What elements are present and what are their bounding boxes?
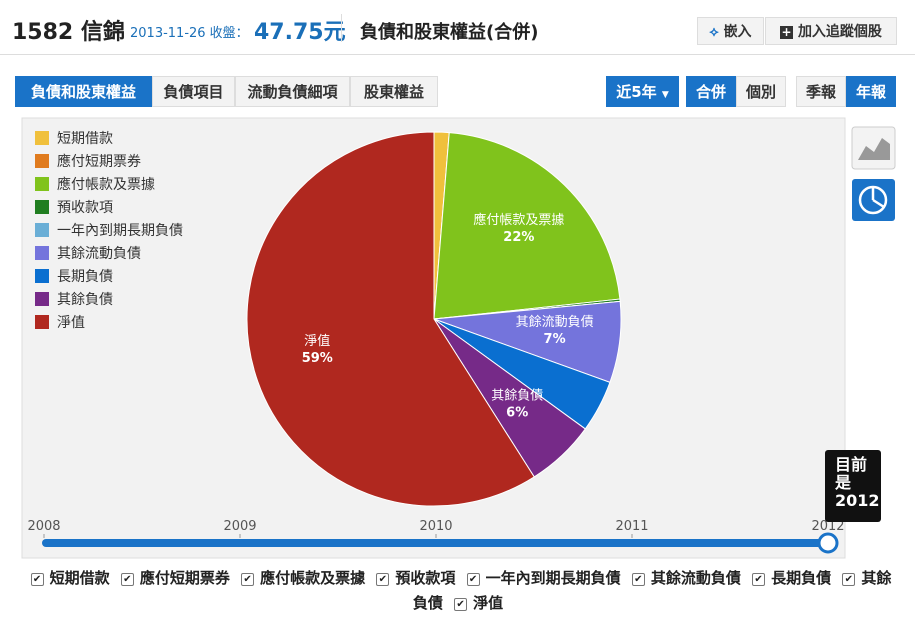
checkbox-label: 應付帳款及票據 — [260, 569, 366, 587]
slice-value: 7% — [544, 332, 566, 347]
checkbox-label: 其餘負債 — [412, 569, 892, 612]
close-date: 2013-11-26 收盤： — [130, 26, 249, 41]
tab[interactable]: 負債項目 — [152, 76, 235, 107]
checkbox-label: 淨值 — [473, 594, 504, 612]
slice-value: 22% — [503, 230, 534, 245]
slice-name: 應付帳款及票據 — [473, 212, 564, 228]
freq-button[interactable]: 年報 — [846, 76, 896, 107]
embed-label: 嵌入 — [723, 24, 752, 40]
slider-year: 2009 — [223, 519, 256, 534]
checkbox-label: 預收款項 — [395, 569, 456, 587]
slice-name: 其餘負債 — [491, 388, 543, 404]
legend-swatch — [35, 177, 49, 191]
checkbox[interactable]: ✔ — [120, 573, 134, 586]
slice-name: 淨值 — [304, 333, 330, 349]
legend-swatch — [35, 200, 49, 214]
legend-label: 淨值 — [57, 315, 85, 331]
legend-swatch — [35, 154, 49, 168]
checkbox[interactable]: ✔ — [631, 573, 645, 586]
legend-label: 長期負債 — [57, 269, 113, 285]
stock-name: 1582 信錦 — [12, 20, 125, 45]
checkbox[interactable]: ✔ — [752, 573, 766, 586]
checkbox[interactable]: ✔ — [241, 573, 255, 586]
tooltip-label: 目前是 — [835, 455, 868, 492]
pie-slice — [433, 132, 621, 320]
checkbox-label: 一年內到期長期負債 — [485, 569, 621, 587]
slice-name: 其餘流動負債 — [516, 314, 594, 330]
divider — [341, 14, 342, 42]
legend-label: 應付帳款及票據 — [57, 176, 155, 193]
track-button[interactable]: + 加入追蹤個股 — [765, 17, 897, 45]
checkbox-label: 應付短期票券 — [139, 569, 230, 587]
legend-label: 其餘負債 — [57, 291, 113, 308]
tooltip-year: 2012 — [835, 491, 880, 510]
period-dropdown[interactable]: 近5年 ▼ — [606, 76, 679, 107]
legend-label: 其餘流動負債 — [57, 245, 141, 262]
area-icon — [858, 138, 890, 160]
legend-label: 短期借款 — [57, 131, 113, 147]
legend-label: 預收款項 — [57, 200, 113, 216]
current-tooltip: 目前是 2012 — [825, 450, 881, 522]
pie-slice — [246, 131, 535, 507]
legend-swatch — [35, 292, 49, 306]
slider-track — [42, 539, 828, 547]
checkbox[interactable]: ✔ — [842, 573, 856, 586]
checkbox-label: 其餘流動負債 — [650, 569, 741, 587]
embed-button[interactable]: ⟡ 嵌入 — [697, 17, 764, 45]
legend-swatch — [35, 223, 49, 237]
checkbox[interactable]: ✔ — [466, 573, 480, 586]
slider-year: 2011 — [615, 519, 648, 534]
slice-value: 6% — [506, 406, 528, 421]
header-rule — [0, 54, 915, 55]
legend-swatch — [35, 246, 49, 260]
legend-label: 一年內到期長期負債 — [57, 223, 183, 239]
legend-label: 應付短期票券 — [57, 153, 141, 170]
slider-knob[interactable] — [817, 532, 839, 554]
series-checkboxes: ✔ 短期借款 ✔ 應付短期票券 ✔ 應付帳款及票據 ✔ 預收款項 ✔ 一年內到期長期負債 … — [18, 566, 898, 616]
scope-button[interactable]: 合併 — [686, 76, 736, 107]
tab[interactable]: 股東權益 — [350, 76, 438, 107]
price: 47.75元 — [254, 20, 346, 45]
legend-swatch — [35, 269, 49, 283]
legend-swatch — [35, 315, 49, 329]
freq-button[interactable]: 季報 — [796, 76, 846, 107]
checkbox-label: 長期負債 — [771, 569, 832, 587]
slider-year: 2008 — [27, 519, 60, 534]
slider-year: 2010 — [419, 519, 452, 534]
checkbox[interactable]: ✔ — [454, 598, 468, 611]
slice-value: 59% — [302, 351, 333, 366]
tab[interactable]: 流動負債細項 — [235, 76, 350, 107]
page-title: 負債和股東權益(合併) — [360, 22, 539, 43]
legend-swatch — [35, 131, 49, 145]
scope-button[interactable]: 個別 — [736, 76, 786, 107]
checkbox[interactable]: ✔ — [30, 573, 44, 586]
track-label: 加入追蹤個股 — [797, 24, 882, 40]
checkbox[interactable]: ✔ — [376, 573, 390, 586]
tab[interactable]: 負債和股東權益 — [15, 76, 152, 107]
slider-year: 2012 — [811, 519, 844, 534]
pie-icon-cuts — [871, 187, 885, 209]
checkbox-label: 短期借款 — [49, 569, 110, 587]
